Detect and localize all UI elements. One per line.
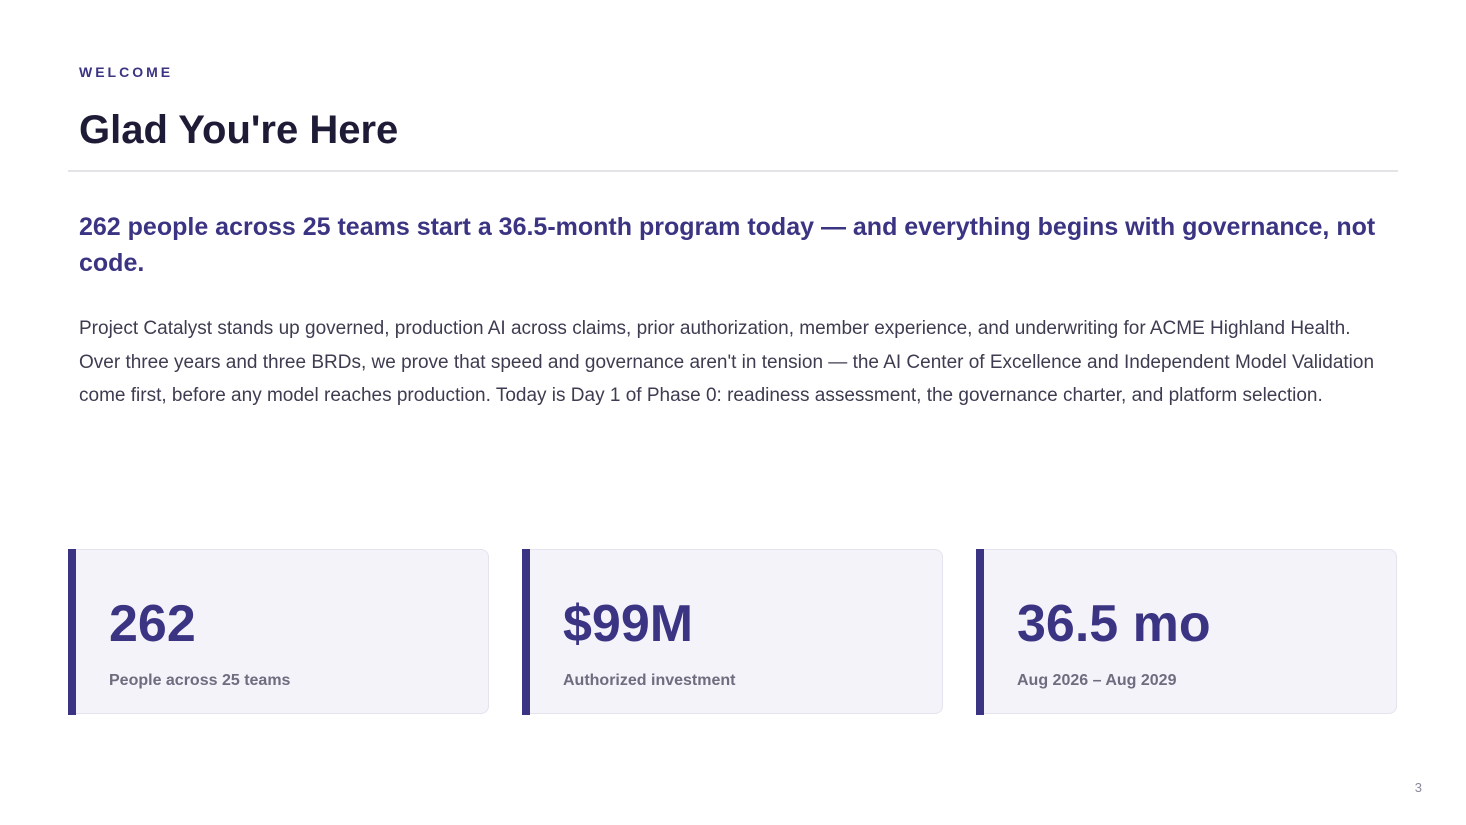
stat-value: 36.5 mo (1017, 595, 1211, 653)
stat-card-accent-bar (68, 549, 76, 715)
body-paragraph: Project Catalyst stands up governed, pro… (79, 318, 1375, 406)
stat-card-accent-bar (522, 549, 530, 715)
stat-label: Aug 2026 – Aug 2029 (1017, 672, 1177, 689)
slide-title: Glad You're Here (79, 108, 399, 152)
stat-card-accent-bar (976, 549, 984, 715)
stat-card-people: 262 People across 25 teams (68, 549, 489, 715)
page-number: 3 (1414, 780, 1422, 795)
stat-label: Authorized investment (563, 672, 736, 689)
title-divider (68, 170, 1398, 172)
section-eyebrow: WELCOME (79, 64, 174, 80)
headline: 262 people across 25 teams start a 36.5-… (79, 213, 1376, 277)
stat-value: $99M (563, 595, 694, 653)
stat-card-investment: $99M Authorized investment (522, 549, 943, 715)
stat-card-duration: 36.5 mo Aug 2026 – Aug 2029 (976, 549, 1397, 715)
stat-value: 262 (109, 595, 196, 653)
stat-label: People across 25 teams (109, 672, 291, 689)
